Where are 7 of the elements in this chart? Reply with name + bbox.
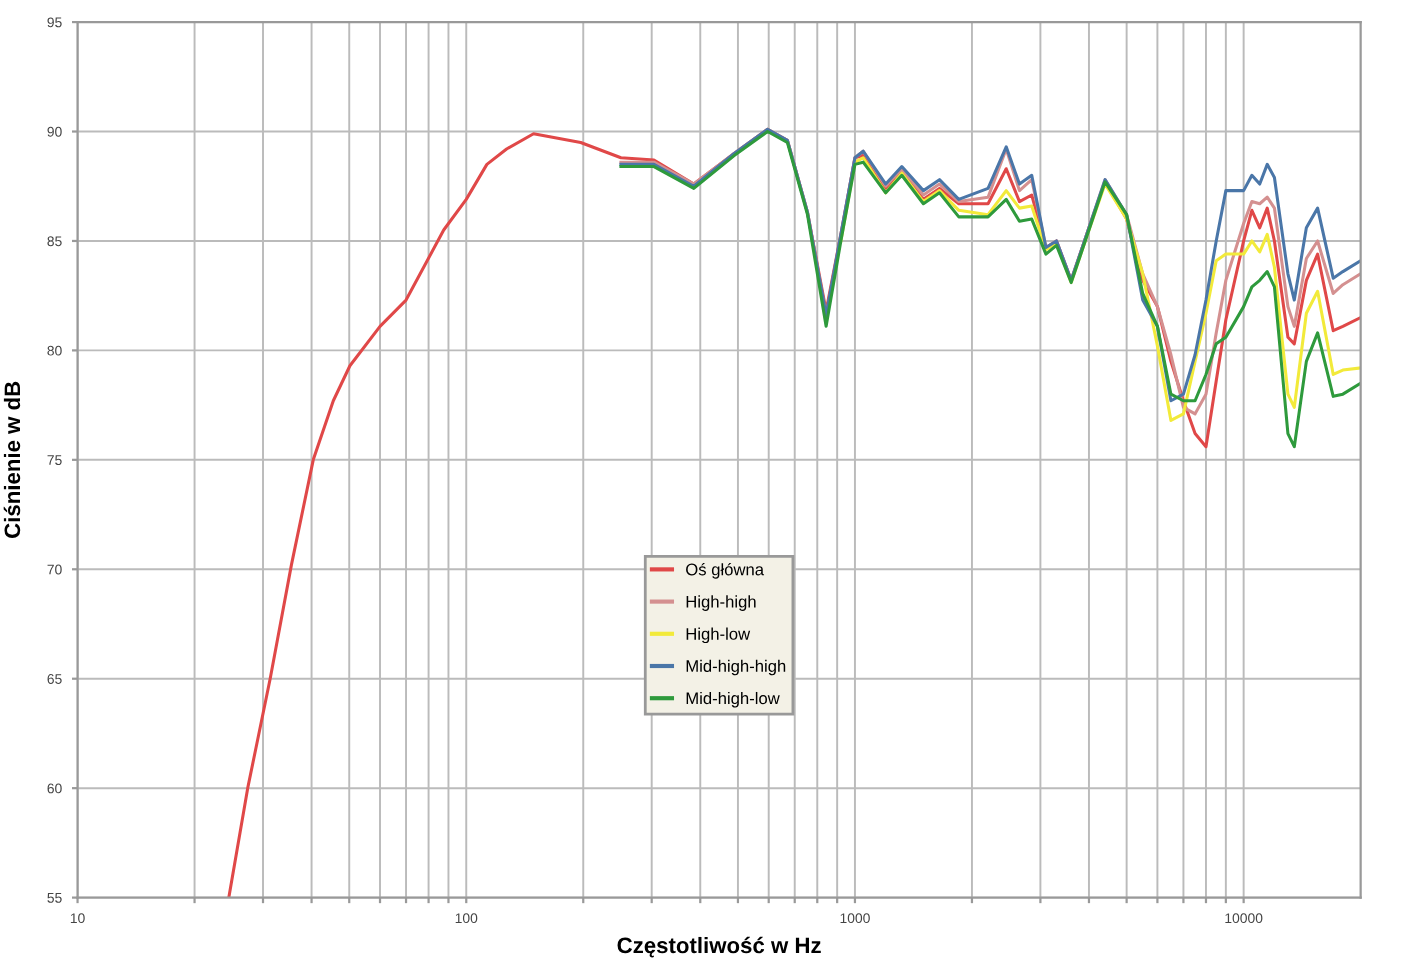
legend-label: High-low <box>686 627 751 644</box>
legend-label: Mid-high-high <box>686 659 786 676</box>
legend-label: High-high <box>686 595 756 611</box>
x-axis-title: Częstotliwość w Hz <box>617 936 821 958</box>
y-axis-title: Ciśnienie w dB <box>3 381 21 538</box>
legend-label: Oś główna <box>686 562 765 579</box>
legend-label: Mid-high-low <box>686 691 780 708</box>
